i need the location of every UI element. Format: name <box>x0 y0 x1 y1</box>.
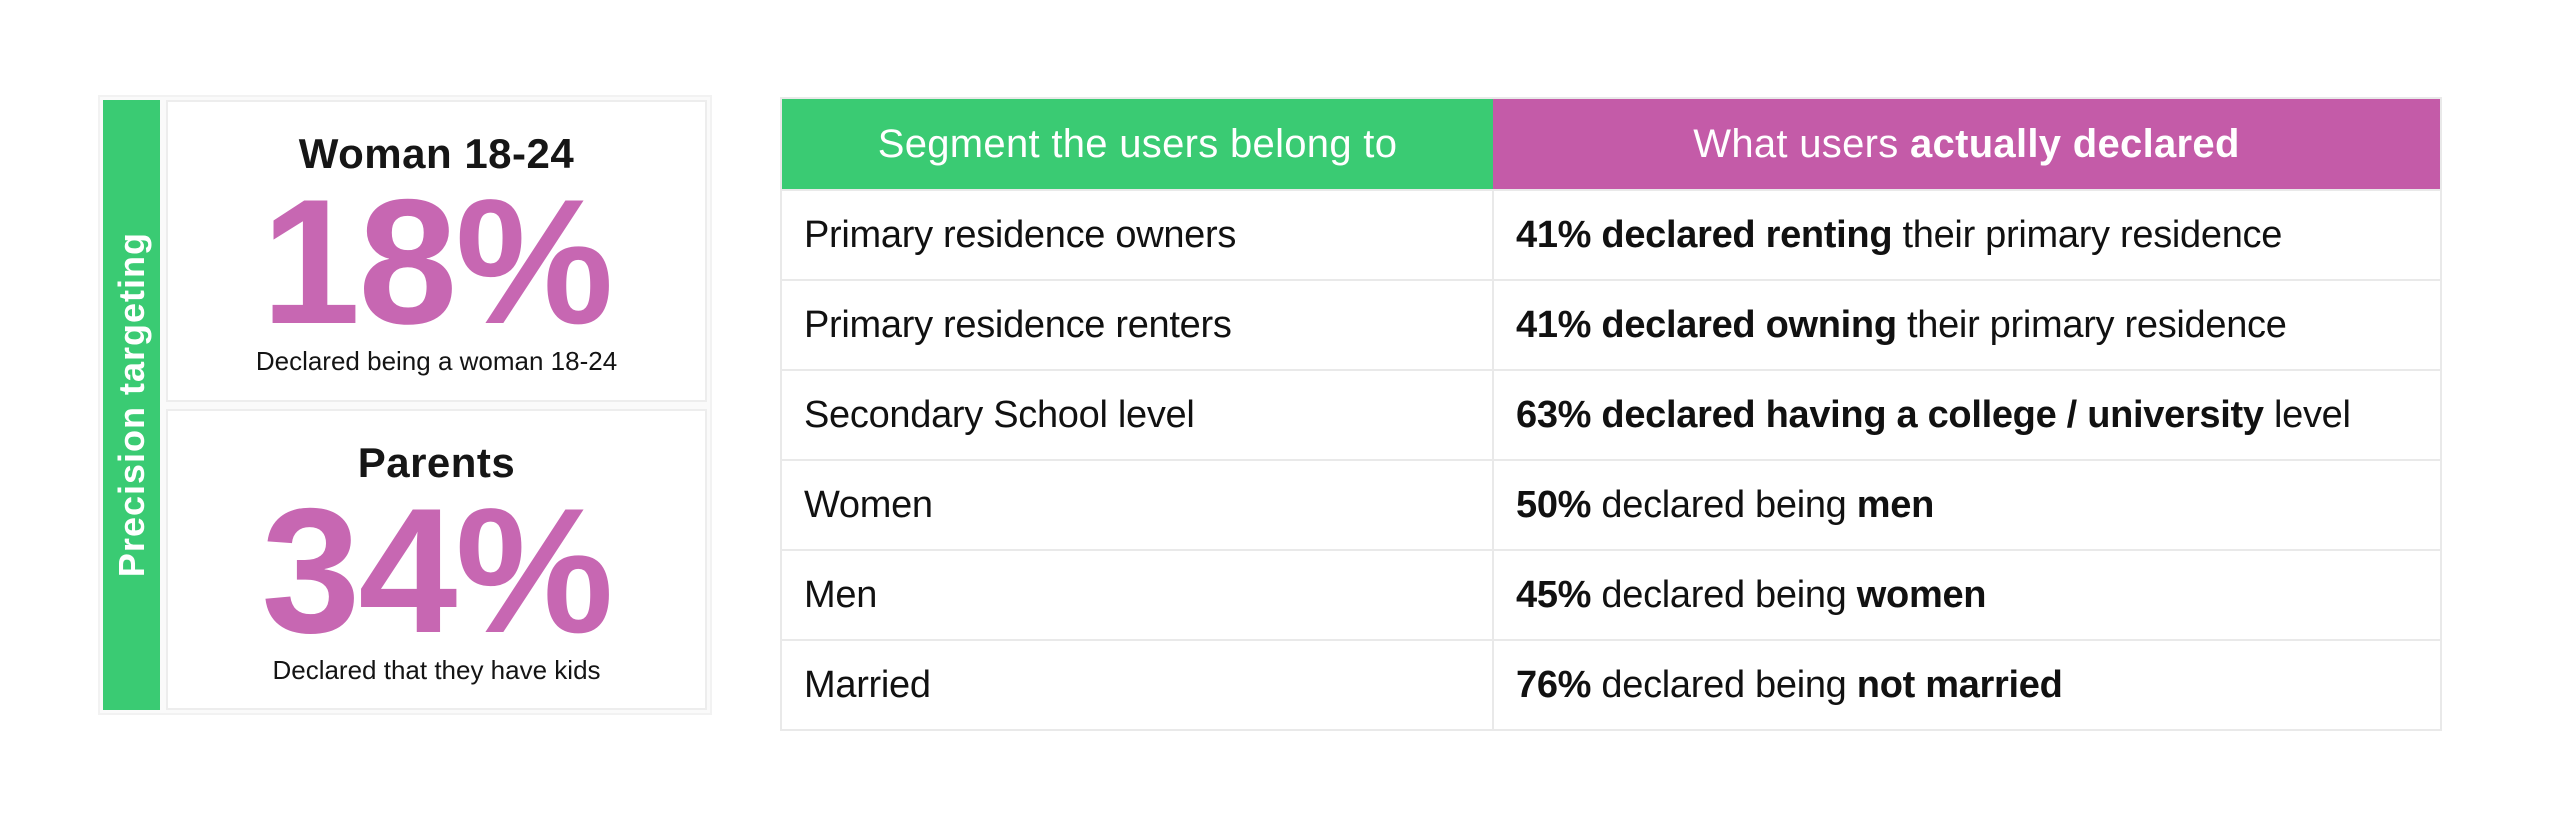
declared-cell: 63% declared having a college / universi… <box>1492 369 2442 461</box>
header-declared: What users actually declared <box>1493 98 2441 190</box>
stat-value: 34% <box>261 470 613 670</box>
header-segment: Segment the users belong to <box>781 98 1493 190</box>
table-row: Primary residence renters 41% declared o… <box>780 279 2442 371</box>
stat-title: Woman 18-24 <box>298 130 575 177</box>
table-row: Women 50% declared being men <box>780 459 2442 551</box>
precision-targeting-sidebar: Precision targeting <box>103 100 160 710</box>
segment-cell: Primary residence owners <box>780 189 1494 281</box>
stat-value: 18% <box>261 162 613 362</box>
stat-card-woman-18-24: Woman 18-24 18% Declared being a woman 1… <box>166 100 707 402</box>
declared-cell: 41% declared owning their primary reside… <box>1492 279 2442 371</box>
segment-cell: Men <box>780 549 1494 641</box>
segment-cell: Primary residence renters <box>780 279 1494 371</box>
declarations-table: Segment the users belong to What users a… <box>780 97 2442 731</box>
precision-targeting-label: Precision targeting <box>110 232 152 578</box>
segment-cell: Married <box>780 639 1494 731</box>
table-row: Primary residence owners 41% declared re… <box>780 189 2442 281</box>
table-row: Secondary School level 63% declared havi… <box>780 369 2442 461</box>
stat-caption: Declared being a woman 18-24 <box>255 346 618 377</box>
declared-cell: 50% declared being men <box>1492 459 2442 551</box>
stat-title: Parents <box>357 438 516 486</box>
header-declared-bold: actually declared <box>1909 121 2240 166</box>
table-row: Married 76% declared being not married <box>780 639 2442 731</box>
table-row: Men 45% declared being women <box>780 549 2442 641</box>
declared-cell: 76% declared being not married <box>1492 639 2442 731</box>
stat-caption: Declared that they have kids <box>272 654 601 685</box>
header-declared-normal: What users <box>1693 121 1910 166</box>
declared-cell: 41% declared renting their primary resid… <box>1492 189 2442 281</box>
precision-targeting-card: Precision targeting Woman 18-24 18% Decl… <box>98 95 712 715</box>
stat-card-parents: Parents 34% Declared that they have kids <box>166 408 707 710</box>
segment-cell: Women <box>780 459 1494 551</box>
stats-column: Woman 18-24 18% Declared being a woman 1… <box>166 100 707 710</box>
declared-cell: 45% declared being women <box>1492 549 2442 641</box>
table-header-row: Segment the users belong to What users a… <box>781 98 2441 190</box>
segment-cell: Secondary School level <box>780 369 1494 461</box>
